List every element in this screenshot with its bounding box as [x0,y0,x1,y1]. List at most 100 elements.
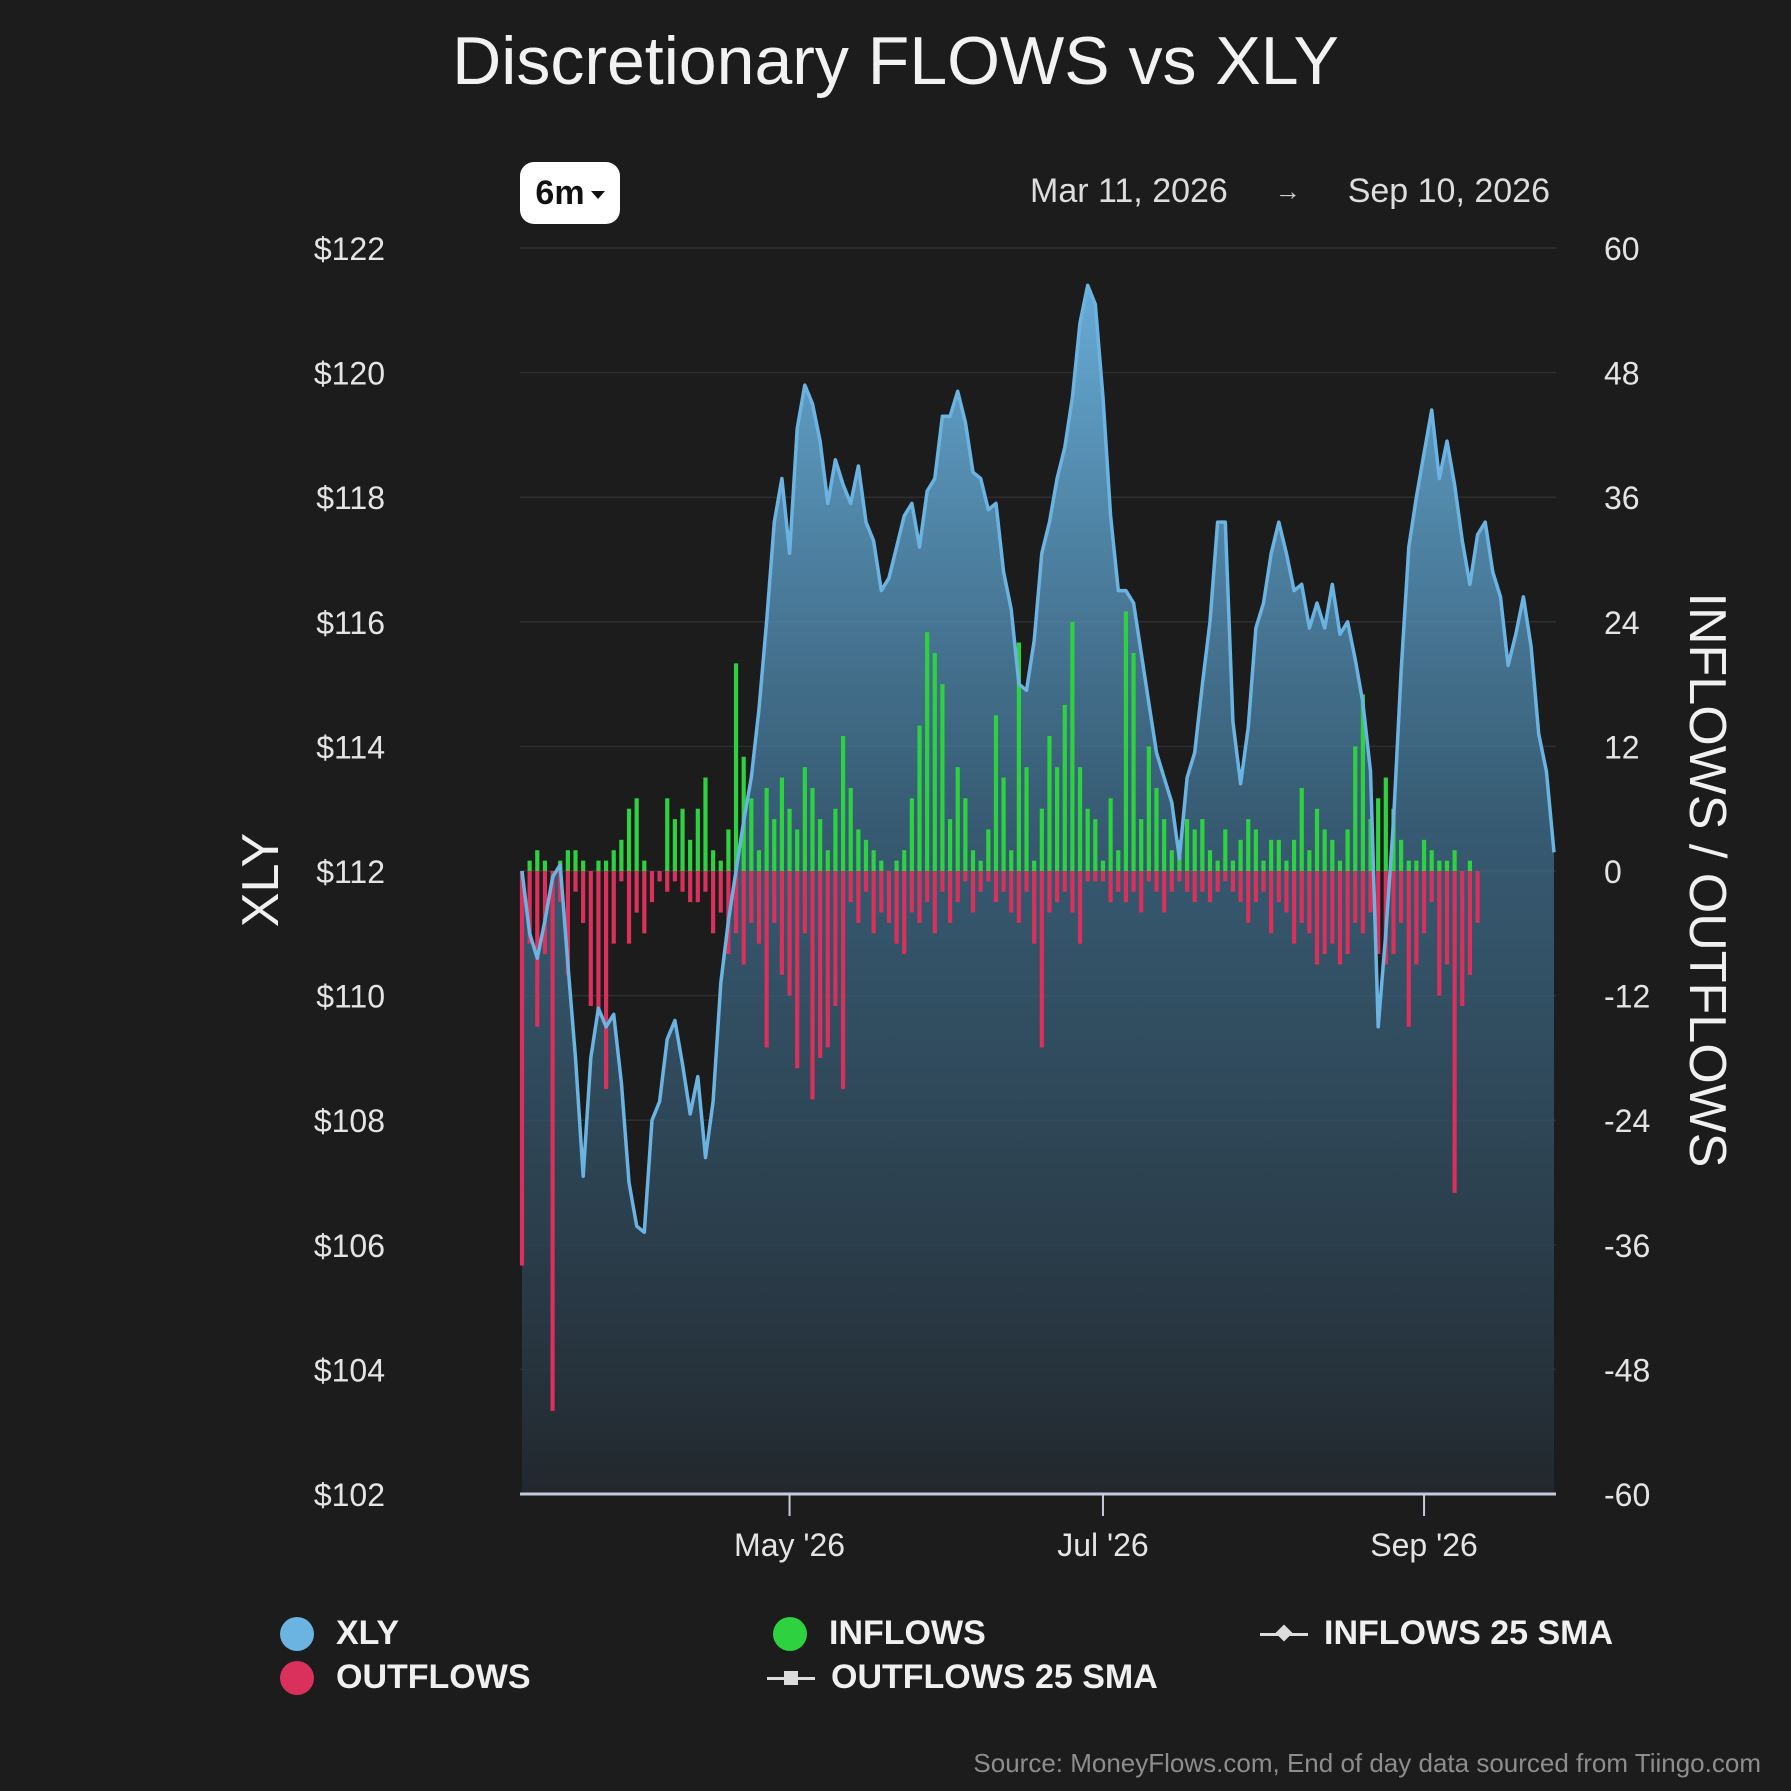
y-left-tick-label: $106 [314,1228,385,1264]
y-axis-left-title: XLY [232,833,290,927]
outflow-bar [1307,871,1312,934]
date-end[interactable]: Sep 10, 2026 [1347,172,1550,210]
inflow-bar [718,860,723,871]
legend-label-outflows-sma: OUTFLOWS 25 SMA [831,1658,1158,1696]
inflow-bar [993,715,999,871]
legend-item-xly[interactable]: XLY [280,1614,399,1653]
xly-line [520,283,1556,1235]
legend-item-outflows[interactable]: OUTFLOWS [280,1658,531,1697]
inflow-bar [1406,860,1411,871]
date-start[interactable]: Mar 11, 2026 [1030,172,1228,210]
outflow-bar [993,871,999,903]
range-selector-button[interactable]: 6m [520,162,620,224]
inflow-bar [787,808,792,871]
outflow-bar [1330,871,1335,944]
outflow-bar [1475,871,1480,923]
inflow-bar [1131,652,1136,871]
diamond-line-icon [1260,1624,1308,1644]
outflow-bar [1162,871,1167,913]
inflow-bar [1039,808,1044,871]
outflow-bar [1345,871,1350,955]
inflow-bar [909,798,914,871]
outflow-bar [1177,871,1182,882]
inflow-bar [1238,839,1243,871]
inflow-bar [1276,839,1281,871]
outflow-bar [527,871,532,944]
inflow-bar [1100,860,1106,871]
outflow-bar [1276,871,1281,903]
arrow-right-icon: → [1274,176,1301,206]
legend-label-outflows: OUTFLOWS [336,1658,531,1696]
outflow-bar [1131,871,1136,892]
outflow-bar [1184,871,1190,892]
outflow-bar [909,871,914,913]
x-tick-label: Jul '26 [1057,1527,1149,1563]
inflow-bar [1353,746,1358,871]
inflow-bar [818,819,823,871]
legend-item-inflows-sma[interactable]: INFLOWS 25 SMA [1260,1614,1613,1653]
outflow-bar [1001,871,1006,892]
inflow-bar [825,850,830,871]
inflow-bar [833,808,838,871]
outflow-bar [772,871,777,923]
inflow-bar [634,798,639,871]
inflow-bar [542,860,548,871]
outflow-bar [672,871,677,882]
outflow-bar [619,871,624,882]
flow-bars [519,611,1480,1411]
inflow-bar [970,850,976,871]
inflow-bar [1016,642,1021,871]
outflow-bar [565,871,570,975]
outflow-bar [611,871,616,944]
outflow-bar [741,871,746,965]
y-left-tick-label: $102 [314,1477,385,1513]
outflow-bar [665,871,670,892]
outflow-bar [1437,871,1442,996]
outflow-bar [1108,871,1113,903]
inflow-bar [1452,850,1457,871]
outflow-bar [1299,871,1304,923]
outflow-bar [1070,871,1075,913]
outflow-bar [1146,871,1151,882]
xly-area-fill [522,285,1554,1494]
outflow-bar [1353,871,1358,923]
inflow-bar [596,860,601,871]
legend-dot-outflows [280,1660,314,1695]
legend-item-inflows[interactable]: INFLOWS [773,1614,986,1653]
outflow-bar [879,871,884,913]
inflow-bar [1376,798,1381,871]
outflow-bar [550,871,555,1411]
outflow-bar [1337,871,1343,965]
inflow-bar [1330,839,1335,871]
outflow-bar [1291,871,1297,944]
outflow-bar [810,871,815,1100]
inflow-bar [879,860,884,871]
outflow-bar [1215,871,1220,892]
inflow-bar [1215,860,1220,871]
outflow-bar [1230,871,1236,892]
inflow-bar [1253,829,1258,871]
inflow-bar [1223,829,1228,871]
outflow-bar [1246,871,1251,923]
legend-item-outflows-sma[interactable]: OUTFLOWS 25 SMA [767,1658,1158,1697]
range-selector-label: 6m [535,173,585,212]
outflow-bar [863,871,869,892]
y-left-tick-label: $116 [316,605,385,641]
outflow-bar [917,871,922,923]
outflow-bar [1024,871,1029,892]
y-right-tick-label: 36 [1604,480,1640,516]
chevron-down-icon [590,191,605,199]
outflow-bar [573,871,578,892]
outflow-bar [1100,871,1106,882]
inflow-bar [764,787,769,871]
inflow-bar [1467,860,1473,871]
outflow-bar [688,871,693,903]
inflow-bar [978,860,983,871]
inflow-bar [680,808,685,871]
inflow-bar [665,798,670,871]
inflow-bar [1162,819,1167,871]
outflow-bar [1085,871,1090,882]
inflow-bar [1360,694,1365,871]
outflow-bar [1093,871,1098,882]
y-right-tick-label: 12 [1604,729,1640,765]
